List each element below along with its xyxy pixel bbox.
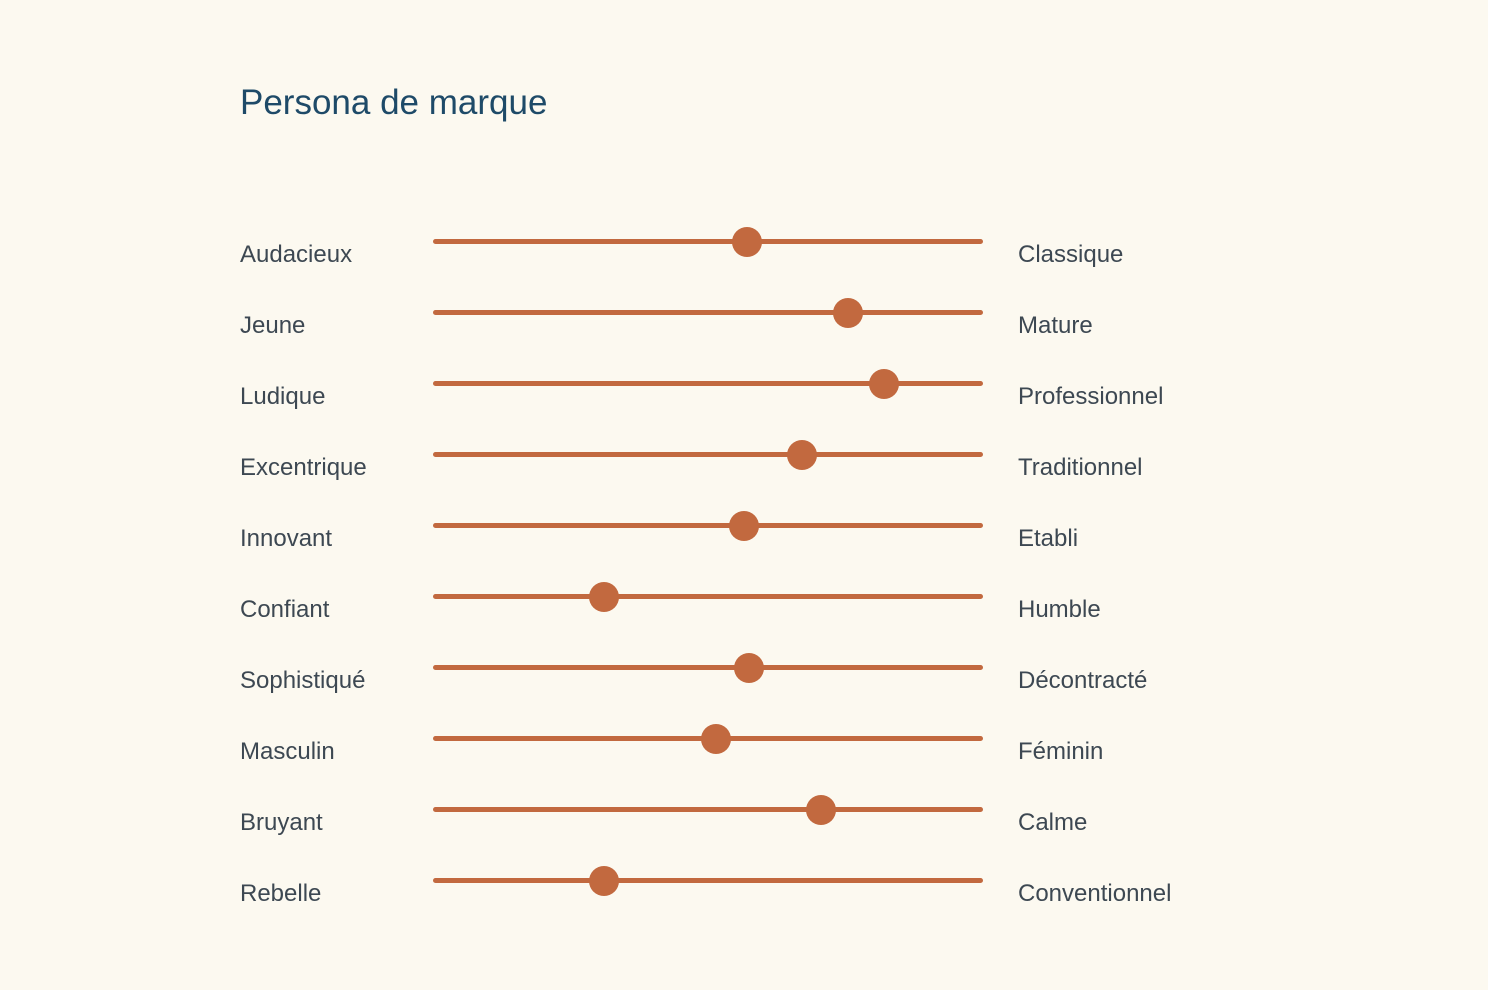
right-trait-label: Humble xyxy=(1018,595,1101,623)
left-trait-label: Ludique xyxy=(240,382,326,410)
slider-track[interactable] xyxy=(433,297,983,328)
right-trait-label: Mature xyxy=(1018,311,1093,339)
right-trait-label: Décontracté xyxy=(1018,666,1148,694)
slider-track[interactable] xyxy=(433,794,983,825)
left-trait-label: Rebelle xyxy=(240,879,322,907)
persona-slider-row: Masculin Féminin xyxy=(240,716,1171,787)
slider-track[interactable] xyxy=(433,439,983,470)
persona-slider-row: Innovant Etabli xyxy=(240,503,1171,574)
slider-list: Audacieux Classique Jeune Mature Ludique… xyxy=(240,219,1171,929)
slider-track-line xyxy=(433,878,983,883)
slider-handle[interactable] xyxy=(734,652,765,683)
slider-track-line xyxy=(433,381,983,386)
right-trait-label: Traditionnel xyxy=(1018,453,1143,481)
persona-slider-row: Rebelle Conventionnel xyxy=(240,858,1171,929)
right-trait-label: Féminin xyxy=(1018,737,1104,765)
slider-track-line xyxy=(433,239,983,244)
persona-slider-row: Ludique Professionnel xyxy=(240,361,1171,432)
slider-track[interactable] xyxy=(433,368,983,399)
persona-slider-row: Sophistiqué Décontracté xyxy=(240,645,1171,716)
slider-track-line xyxy=(433,594,983,599)
slider-track[interactable] xyxy=(433,510,983,541)
left-trait-label: Innovant xyxy=(240,524,333,552)
right-trait-label: Professionnel xyxy=(1018,382,1164,410)
slider-handle[interactable] xyxy=(588,865,619,896)
left-trait-label: Bruyant xyxy=(240,808,323,836)
slider-track[interactable] xyxy=(433,226,983,257)
persona-slider-row: Confiant Humble xyxy=(240,574,1171,645)
persona-slider-row: Jeune Mature xyxy=(240,290,1171,361)
slider-track-line xyxy=(433,452,983,457)
left-trait-label: Sophistiqué xyxy=(240,666,366,694)
slider-track[interactable] xyxy=(433,865,983,896)
slider-handle[interactable] xyxy=(833,297,864,328)
persona-slider-row: Audacieux Classique xyxy=(240,219,1171,290)
left-trait-label: Jeune xyxy=(240,311,306,339)
page-title: Persona de marque xyxy=(240,83,548,122)
slider-track-line xyxy=(433,665,983,670)
left-trait-label: Masculin xyxy=(240,737,335,765)
right-trait-label: Etabli xyxy=(1018,524,1079,552)
left-trait-label: Confiant xyxy=(240,595,330,623)
slider-handle[interactable] xyxy=(701,723,732,754)
slider-track[interactable] xyxy=(433,652,983,683)
slider-track-line xyxy=(433,310,983,315)
left-trait-label: Excentrique xyxy=(240,453,367,481)
slider-handle[interactable] xyxy=(805,794,836,825)
slider-track[interactable] xyxy=(433,581,983,612)
persona-slider-row: Bruyant Calme xyxy=(240,787,1171,858)
right-trait-label: Conventionnel xyxy=(1018,879,1172,907)
right-trait-label: Classique xyxy=(1018,240,1124,268)
slider-track-line xyxy=(433,523,983,528)
slider-track-line xyxy=(433,807,983,812)
right-trait-label: Calme xyxy=(1018,808,1088,836)
slider-track[interactable] xyxy=(433,723,983,754)
slider-handle[interactable] xyxy=(588,581,619,612)
slider-handle[interactable] xyxy=(869,368,899,399)
slider-handle[interactable] xyxy=(786,439,817,470)
slider-handle[interactable] xyxy=(728,510,759,541)
left-trait-label: Audacieux xyxy=(240,240,353,268)
slider-handle[interactable] xyxy=(731,226,762,257)
persona-slider-row: Excentrique Traditionnel xyxy=(240,432,1171,503)
